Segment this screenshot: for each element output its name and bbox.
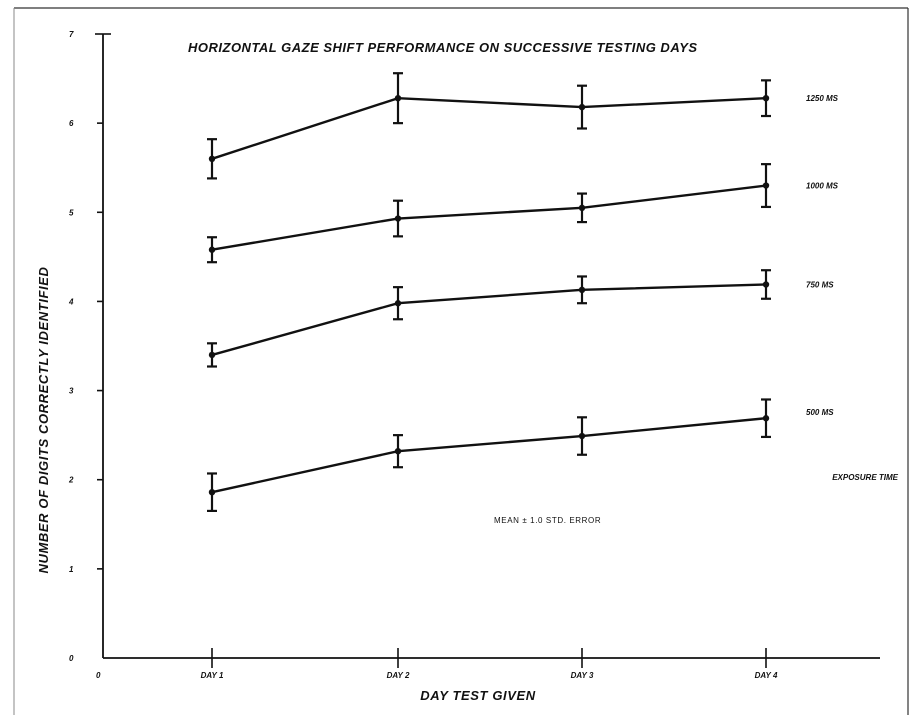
x-tick-label: DAY 3: [571, 671, 594, 680]
chart-title: HORIZONTAL GAZE SHIFT PERFORMANCE ON SUC…: [188, 40, 698, 55]
y-tick-label: 0: [69, 654, 74, 663]
data-point: [394, 215, 402, 222]
series-line: [211, 96, 767, 160]
x-origin-tick-label: 0: [96, 671, 101, 680]
data-point: [578, 286, 586, 294]
data-point: [208, 488, 216, 496]
y-tick-label: 7: [69, 30, 74, 39]
series-line: [211, 283, 767, 357]
data-point: [208, 351, 216, 359]
error-bar-note: MEAN ± 1.0 STD. ERROR: [494, 516, 601, 525]
y-axis-label: NUMBER OF DIGITS CORRECTLY IDENTIFIED: [36, 266, 51, 573]
series-label: 1000 MS: [806, 182, 839, 191]
y-tick-label: 5: [69, 208, 74, 217]
series-group: 1250 MS 1000 MS 750 MS 500 MS: [207, 72, 839, 513]
y-tick-label: 6: [69, 119, 74, 128]
data-point: [208, 155, 216, 162]
x-tick-label: DAY 4: [755, 671, 778, 680]
data-point: [394, 94, 402, 102]
series-label: 750 MS: [806, 280, 834, 289]
exposure-time-label: EXPOSURE TIME: [832, 473, 898, 482]
data-point: [762, 94, 770, 102]
y-tick-label: 4: [68, 297, 74, 306]
x-axis-label: DAY TEST GIVEN: [420, 688, 536, 703]
x-tick-label: DAY 1: [201, 671, 224, 680]
series-label: 1250 MS: [806, 94, 839, 103]
data-point: [762, 415, 770, 422]
data-point: [762, 281, 770, 288]
data-point: [578, 103, 586, 111]
data-point: [208, 246, 216, 253]
x-tick-label: DAY 2: [387, 671, 410, 680]
data-point: [578, 204, 586, 212]
axes-group: 0 1 2 3 4 5 6 7 DAY 1 DAY 2 DAY 3 DAY 4: [68, 30, 880, 680]
data-point: [762, 182, 770, 189]
y-tick-label: 3: [69, 387, 74, 396]
data-point: [394, 300, 402, 307]
y-tick-label: 1: [69, 565, 74, 574]
series-label: 500 MS: [806, 408, 834, 417]
data-point: [394, 447, 402, 455]
series-line: [211, 184, 767, 251]
series-line: [211, 417, 767, 494]
y-tick-label: 2: [68, 476, 74, 485]
data-point: [578, 432, 586, 440]
